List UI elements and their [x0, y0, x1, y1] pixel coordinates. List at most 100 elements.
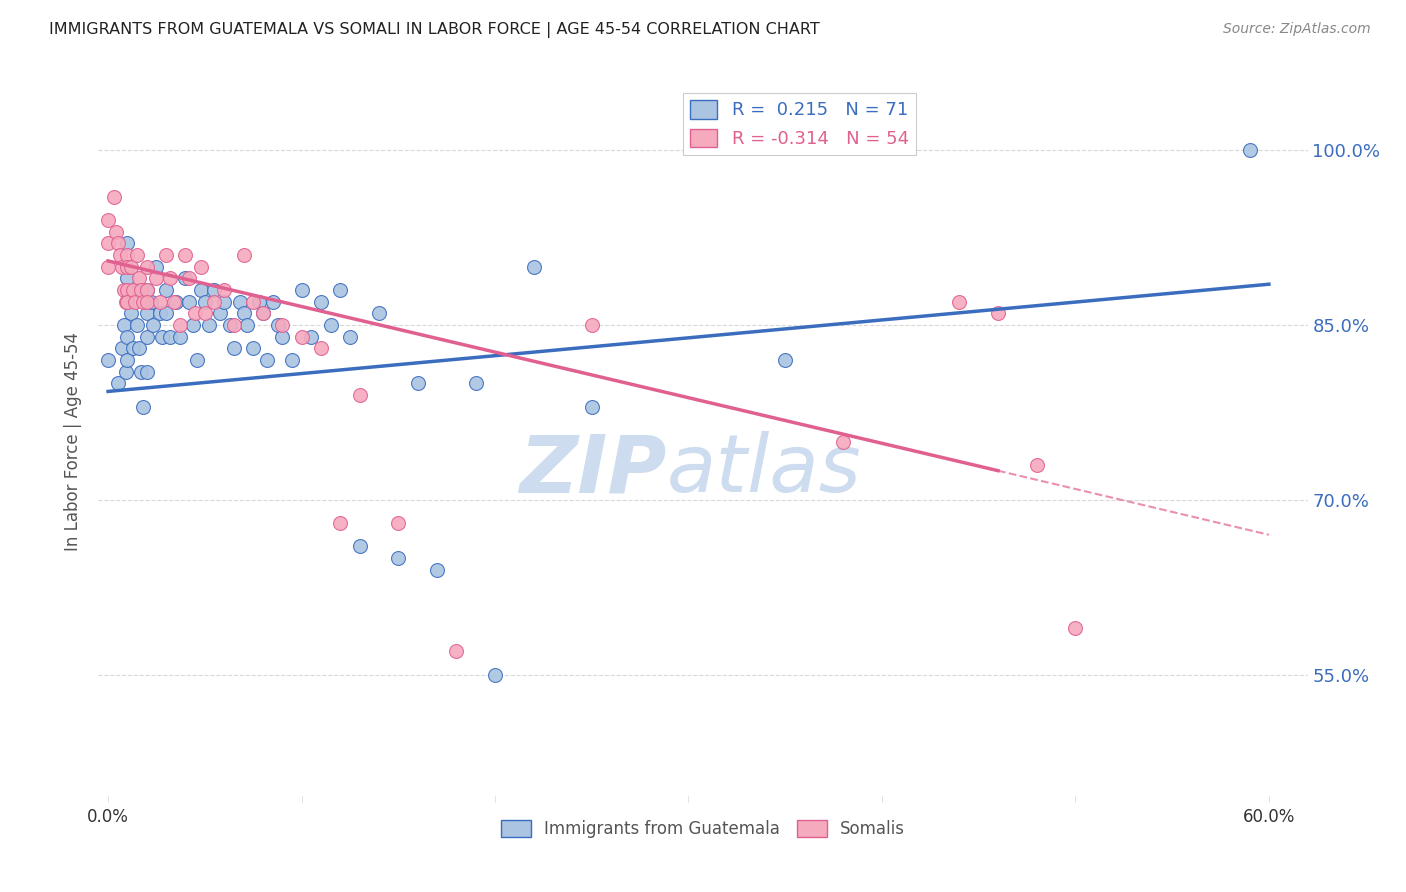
Point — [242, 294, 264, 309]
Point — [97, 260, 120, 274]
Point — [108, 248, 131, 262]
Point — [117, 329, 139, 343]
Point — [194, 294, 217, 309]
Point — [1239, 143, 1261, 157]
Point — [107, 376, 129, 391]
Text: IMMIGRANTS FROM GUATEMALA VS SOMALI IN LABOR FORCE | AGE 45-54 CORRELATION CHART: IMMIGRANTS FROM GUATEMALA VS SOMALI IN L… — [49, 22, 820, 38]
Point — [319, 318, 342, 332]
Point — [290, 283, 312, 297]
Point — [129, 283, 152, 297]
Point — [129, 365, 152, 379]
Point — [262, 294, 284, 309]
Point — [1025, 458, 1047, 472]
Point — [114, 294, 136, 309]
Point — [181, 318, 204, 332]
Point — [948, 294, 970, 309]
Point — [228, 294, 250, 309]
Point — [290, 329, 312, 343]
Point — [122, 283, 145, 297]
Point — [159, 329, 181, 343]
Point — [309, 294, 332, 309]
Point — [150, 329, 173, 343]
Point — [159, 271, 181, 285]
Point — [97, 353, 120, 368]
Point — [247, 294, 270, 309]
Point — [184, 306, 207, 320]
Text: ZIP: ZIP — [519, 432, 666, 509]
Point — [309, 341, 332, 355]
Point — [117, 294, 139, 309]
Point — [135, 365, 157, 379]
Point — [252, 306, 274, 320]
Point — [212, 294, 235, 309]
Point — [142, 318, 165, 332]
Point — [190, 260, 212, 274]
Point — [209, 306, 232, 320]
Point — [145, 260, 167, 274]
Point — [242, 341, 264, 355]
Point — [111, 341, 134, 355]
Point — [368, 306, 391, 320]
Point — [124, 294, 146, 309]
Point — [174, 271, 197, 285]
Point — [117, 248, 139, 262]
Point — [1064, 621, 1087, 635]
Y-axis label: In Labor Force | Age 45-54: In Labor Force | Age 45-54 — [65, 332, 83, 551]
Point — [155, 283, 177, 297]
Text: Source: ZipAtlas.com: Source: ZipAtlas.com — [1223, 22, 1371, 37]
Point — [117, 236, 139, 251]
Point — [163, 294, 186, 309]
Point — [139, 294, 162, 309]
Point — [252, 306, 274, 320]
Point — [197, 318, 219, 332]
Point — [117, 294, 139, 309]
Point — [135, 283, 157, 297]
Point — [112, 318, 135, 332]
Point — [104, 225, 127, 239]
Point — [107, 236, 129, 251]
Point — [135, 260, 157, 274]
Point — [987, 306, 1010, 320]
Point — [120, 306, 142, 320]
Point — [236, 318, 259, 332]
Point — [190, 283, 212, 297]
Point — [329, 516, 352, 530]
Point — [169, 318, 191, 332]
Point — [219, 318, 242, 332]
Point — [256, 353, 278, 368]
Point — [117, 260, 139, 274]
Point — [387, 516, 409, 530]
Point — [132, 400, 155, 414]
Point — [232, 248, 254, 262]
Point — [127, 248, 149, 262]
Point — [446, 644, 468, 658]
Point — [194, 306, 217, 320]
Point — [114, 365, 136, 379]
Point — [406, 376, 429, 391]
Point — [111, 260, 134, 274]
Point — [232, 306, 254, 320]
Point — [135, 283, 157, 297]
Point — [339, 329, 361, 343]
Point — [97, 236, 120, 251]
Point — [581, 400, 603, 414]
Point — [222, 318, 245, 332]
Point — [387, 551, 409, 566]
Text: atlas: atlas — [666, 432, 862, 509]
Point — [281, 353, 304, 368]
Point — [523, 260, 546, 274]
Point — [149, 294, 172, 309]
Point — [117, 353, 139, 368]
Point — [155, 248, 177, 262]
Point — [128, 271, 150, 285]
Point — [349, 388, 371, 402]
Point — [169, 329, 191, 343]
Point — [426, 563, 449, 577]
Point — [773, 353, 796, 368]
Point — [179, 271, 201, 285]
Point — [135, 294, 157, 309]
Point — [103, 190, 125, 204]
Point — [145, 271, 167, 285]
Point — [204, 283, 226, 297]
Point — [112, 283, 135, 297]
